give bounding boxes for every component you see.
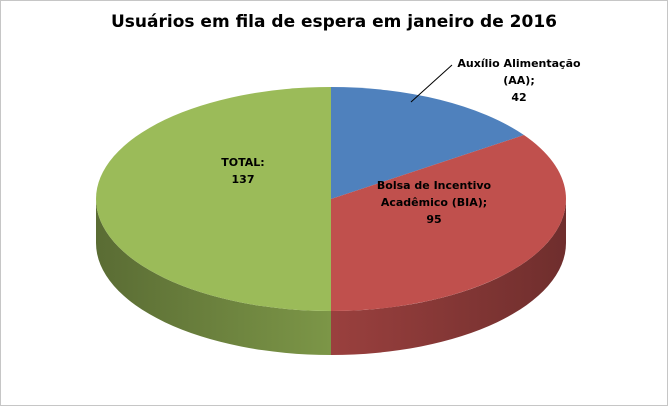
- label-line: (AA);: [503, 74, 535, 87]
- leader-line: [410, 64, 453, 103]
- pie-slice-side-2: [96, 199, 331, 355]
- label-line: 137: [231, 173, 255, 186]
- label-line: 95: [426, 213, 442, 226]
- label-total: TOTAL: 137: [178, 154, 308, 188]
- label-line: 42: [511, 91, 527, 104]
- label-line: Bolsa de Incentivo: [376, 179, 492, 192]
- label-bia: Bolsa de Incentivo Acadêmico (BIA); 95: [349, 177, 519, 228]
- label-line: TOTAL:: [221, 156, 265, 169]
- pie-slice-top-2: [96, 87, 331, 311]
- chart-title: Usuários em fila de espera em janeiro de…: [111, 12, 557, 32]
- pie-slice-top-0: [331, 87, 524, 199]
- label-line: Acadêmico (BIA);: [380, 196, 488, 209]
- pie-slice-top-1: [331, 135, 567, 311]
- label-aa: Auxílio Alimentação (AA); 42: [433, 55, 605, 106]
- label-line: Auxílio Alimentação: [457, 57, 581, 70]
- pie-slices-group: [96, 87, 567, 355]
- pie-slice-side-1: [331, 199, 566, 355]
